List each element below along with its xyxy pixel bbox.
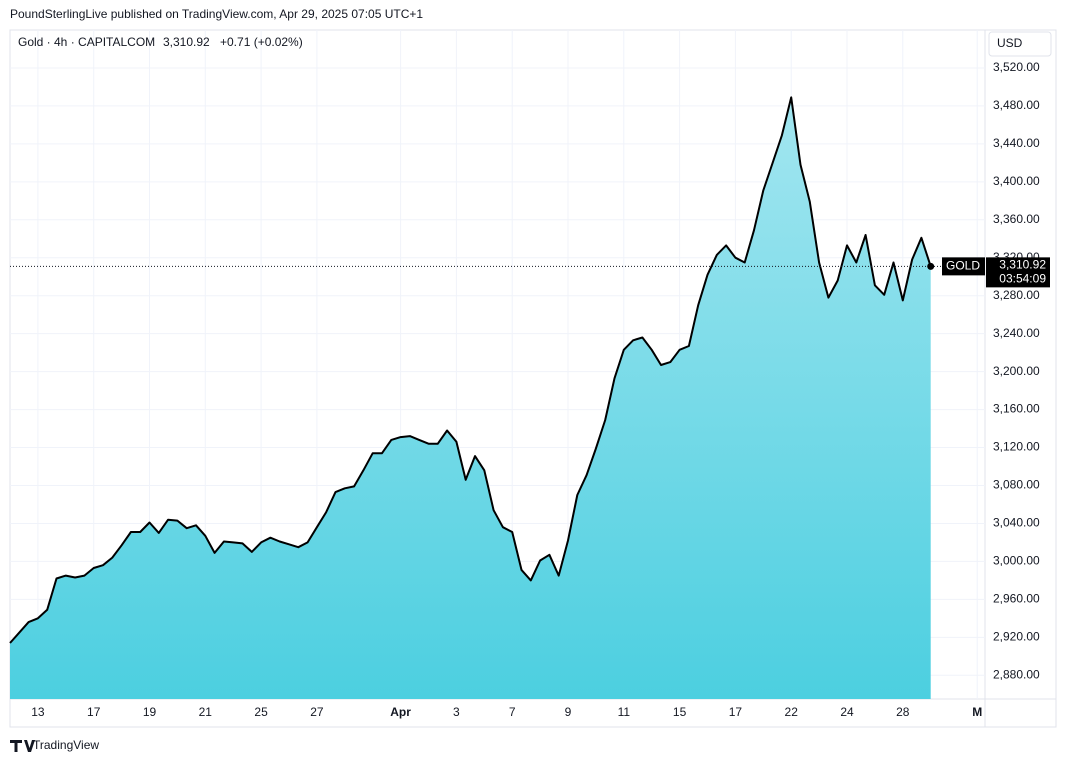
publisher: PoundSterlingLive published on TradingVi… [10, 7, 423, 21]
y-tick-label: 3,520.00 [993, 60, 1040, 74]
header-price: 3,310.92 [163, 35, 210, 49]
last-point [927, 262, 935, 270]
currency[interactable]: USD [997, 36, 1023, 50]
x-tick-label: 17 [729, 705, 743, 719]
symbol-tag: GOLD [946, 259, 980, 273]
y-tick-label: 3,480.00 [993, 98, 1040, 112]
currency-button[interactable] [988, 31, 1052, 57]
y-tick-label: 2,920.00 [993, 629, 1040, 643]
chart-title: Gold · 4h · CAPITALCOM [18, 35, 155, 49]
y-tick-label: 3,280.00 [993, 288, 1040, 302]
line [9, 96, 932, 644]
x-tick-label: 15 [673, 705, 687, 719]
symbol-tag-bg [942, 257, 985, 276]
x-tick-label: 9 [565, 705, 572, 719]
countdown: 03:54:09 [999, 272, 1046, 286]
x-tick-label: 28 [896, 705, 910, 719]
x-tick-label: M [972, 705, 982, 719]
x-tick-label: 22 [785, 705, 799, 719]
y-tick-label: 3,440.00 [993, 136, 1040, 150]
y-tick-label: 2,880.00 [993, 667, 1040, 681]
area [10, 97, 931, 699]
x-tick-label: 25 [254, 705, 268, 719]
y-tick-label: 3,160.00 [993, 402, 1040, 416]
x-tick-label: 13 [31, 705, 45, 719]
x-tick-label: 11 [618, 705, 631, 719]
y-tick-label: 3,120.00 [993, 440, 1040, 454]
brand-logo [10, 740, 35, 752]
x-tick-label: 19 [143, 705, 157, 719]
x-tick-label: 24 [840, 705, 854, 719]
price-tag-bg [986, 257, 1050, 288]
header-change: +0.71 (+0.02%) [220, 35, 303, 49]
x-tick-label: 7 [509, 705, 516, 719]
x-tick-label: 17 [87, 705, 101, 719]
plot [9, 30, 985, 699]
x-tick-label: 3 [453, 705, 460, 719]
y-tick-label: 3,080.00 [993, 478, 1040, 492]
y-tick-label: 3,200.00 [993, 364, 1040, 378]
y-tick-label: 3,240.00 [993, 326, 1040, 340]
y-tick-label: 2,960.00 [993, 592, 1040, 606]
y-tick-label: 3,360.00 [993, 212, 1040, 226]
y-tick-label: 3,400.00 [993, 174, 1040, 188]
price-tag: 3,310.92 [999, 258, 1046, 272]
frame [9, 29, 1057, 728]
x-tick-label: 21 [199, 705, 213, 719]
y-tick-label: 3,040.00 [993, 516, 1040, 530]
x-tick-label: 27 [310, 705, 324, 719]
x-tick-label: Apr [390, 705, 411, 719]
y-tick-label: 3,000.00 [993, 554, 1040, 568]
brand: TradingView [33, 738, 99, 752]
